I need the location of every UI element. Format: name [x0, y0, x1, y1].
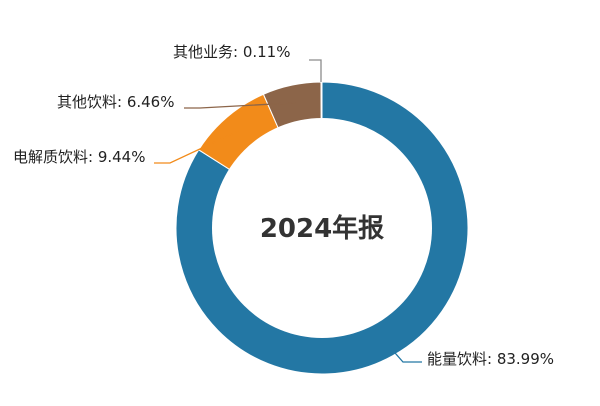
leader-other-beverages: [184, 102, 296, 109]
leader-energy-beverages: [383, 339, 422, 363]
slice-label-energy-beverages: 能量饮料: 83.99%: [427, 350, 554, 368]
center-title: 2024年报: [260, 213, 384, 244]
leader-other-business: [309, 59, 322, 82]
leader-electrolyte-beverages: [154, 130, 239, 164]
slice-label-other-business: 其他业务: 0.11%: [173, 43, 290, 61]
slice-label-other-beverages: 其他饮料: 6.46%: [57, 93, 174, 111]
leader-lines: [154, 59, 422, 363]
donut-hole: [212, 118, 432, 338]
slice-label-electrolyte-beverages: 电解质饮料: 9.44%: [13, 148, 145, 166]
